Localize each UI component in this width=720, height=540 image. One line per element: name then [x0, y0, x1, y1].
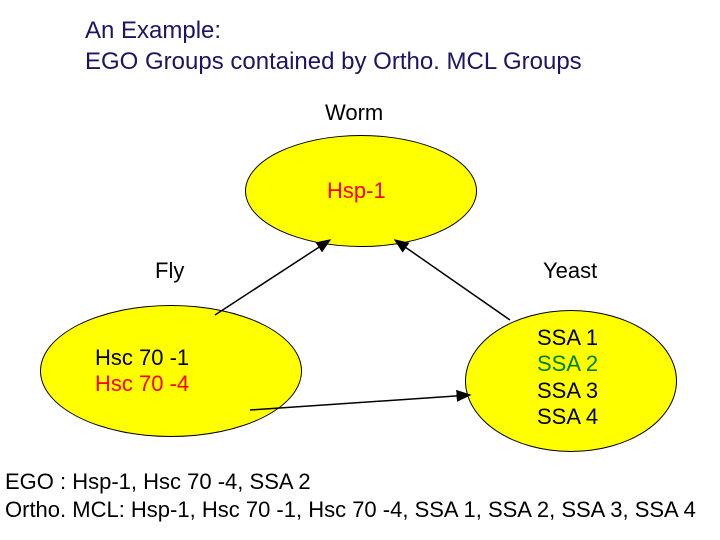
- fly-gene-hsc70-4: Hsc 70 -4: [95, 371, 189, 396]
- yeast-gene-ssa2: SSA 2: [537, 351, 598, 376]
- yeast-gene-ssa4: SSA 4: [537, 404, 598, 429]
- yeast-genes: SSA 1 SSA 2 SSA 3 SSA 4: [537, 325, 598, 431]
- yeast-gene-ssa3: SSA 3: [537, 378, 598, 403]
- footer-line-1: EGO : Hsp-1, Hsc 70 -4, SSA 2: [5, 469, 311, 494]
- fly-gene-hsc70-1: Hsc 70 -1: [95, 345, 189, 370]
- title-line-2: EGO Groups contained by Ortho. MCL Group…: [85, 48, 582, 75]
- footer-line-2: Ortho. MCL: Hsp-1, Hsc 70 -1, Hsc 70 -4,…: [5, 497, 696, 522]
- footer-text: EGO : Hsp-1, Hsc 70 -4, SSA 2 Ortho. MCL…: [5, 468, 696, 525]
- arrow-yeast-to-worm: [395, 240, 510, 320]
- title-line-1: An Example:: [85, 17, 221, 44]
- arrow-fly-to-worm: [215, 240, 330, 315]
- fly-label: Fly: [155, 258, 184, 284]
- diagram-title: An Example: EGO Groups contained by Orth…: [85, 15, 582, 77]
- yeast-label: Yeast: [543, 258, 597, 284]
- arrows-layer: [0, 0, 720, 540]
- worm-label: Worm: [325, 100, 383, 126]
- yeast-gene-ssa1: SSA 1: [537, 325, 598, 350]
- worm-gene-hsp1: Hsp-1: [327, 178, 386, 204]
- fly-genes: Hsc 70 -1 Hsc 70 -4: [95, 345, 189, 398]
